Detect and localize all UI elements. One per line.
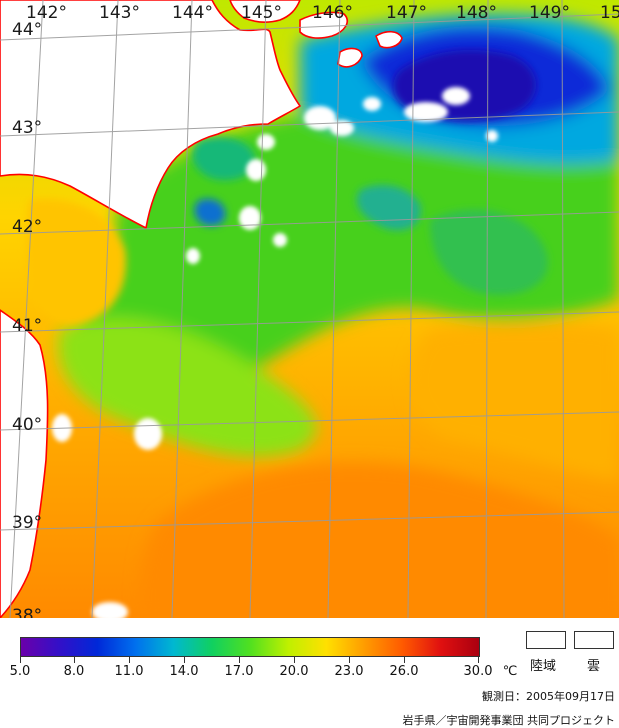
parallel-41	[0, 311, 619, 333]
legend-tick-mark	[294, 657, 295, 663]
parallel-43	[0, 111, 619, 137]
meridian-149	[561, 0, 565, 618]
latitude-label: 44°	[12, 20, 43, 40]
legend-tick-mark	[20, 657, 21, 663]
parallel-40	[0, 411, 619, 431]
cool-zone-lime	[58, 317, 317, 457]
longitude-label: 144°	[172, 3, 213, 23]
longitude-label: 142°	[26, 3, 67, 23]
cloud	[273, 233, 287, 247]
legend-tick-mark	[129, 657, 130, 663]
latitude-label: 42°	[12, 217, 43, 237]
cloud	[246, 159, 266, 181]
land-key-label: 陸域	[530, 659, 557, 674]
latitude-label: 43°	[12, 118, 43, 138]
legend-tick-label: 26.0	[389, 664, 419, 679]
sst-map	[0, 0, 619, 618]
cloud	[239, 206, 261, 230]
latitude-label: 41°	[12, 316, 43, 336]
warm-pool	[140, 462, 619, 618]
cloud-key-label: 雲	[587, 659, 601, 674]
legend-tick-label: 20.0	[279, 664, 309, 679]
legend-tick-mark	[404, 657, 405, 663]
legend-tick-mark	[478, 657, 479, 663]
legend-tick-label: 23.0	[334, 664, 364, 679]
meridian-143	[91, 0, 119, 618]
latitude-label: 39°	[12, 513, 43, 533]
longitude-label: 148°	[456, 3, 497, 23]
meridian-148	[485, 0, 489, 618]
longitude-label: 145°	[241, 3, 282, 23]
legend-tick-label: 8.0	[63, 664, 85, 679]
meridian-144	[171, 0, 193, 618]
cloud	[442, 87, 470, 105]
longitude-label: 143°	[99, 3, 140, 23]
kuril-island-2	[299, 11, 348, 39]
cloud	[363, 97, 381, 111]
cloud-key-swatch	[574, 631, 614, 649]
cloud	[330, 120, 354, 136]
kuril-island-3	[337, 47, 363, 68]
parallel-42	[0, 211, 619, 235]
longitude-label: 15	[600, 3, 619, 23]
cloud	[404, 102, 448, 122]
observation-date: 観測日：2005年09月17日	[482, 690, 615, 703]
parallel-44	[0, 13, 619, 41]
longitude-label: 147°	[386, 3, 427, 23]
meridian-145	[249, 0, 267, 618]
kuril-island-4	[375, 30, 403, 49]
parallel-39	[0, 511, 619, 531]
graticule	[0, 0, 619, 618]
eddy-3	[194, 198, 226, 226]
warm-east	[409, 322, 619, 480]
cloud	[186, 248, 200, 264]
eddy-2	[192, 136, 256, 181]
legend-tick-mark	[349, 657, 350, 663]
legend-tick-label: 17.0	[224, 664, 254, 679]
eddy-1	[356, 185, 421, 231]
cloud	[92, 602, 128, 618]
eddy-4	[430, 209, 548, 295]
legend-tick-label: 14.0	[169, 664, 199, 679]
legend-tick-label: 30.0	[463, 664, 493, 679]
latitude-label: 40°	[12, 415, 43, 435]
kuril-island-1	[229, 0, 301, 23]
longitude-label: 146°	[312, 3, 353, 23]
credit-text: 岩手県／宇宙開発事業団 共同プロジェクト	[402, 714, 616, 727]
cloud	[486, 130, 498, 142]
meridian-142	[9, 0, 44, 618]
legend-tick-label: 11.0	[114, 664, 144, 679]
meridian-146	[327, 0, 341, 618]
meridian-147	[407, 0, 415, 618]
legend-tick-label: 5.0	[9, 664, 31, 679]
temperature-color-bar	[20, 637, 480, 657]
cloud	[257, 134, 275, 150]
legend-unit: ℃	[502, 664, 518, 679]
land-key-swatch	[526, 631, 566, 649]
legend-tick-mark	[239, 657, 240, 663]
cloud	[134, 418, 162, 450]
legend-tick-mark	[74, 657, 75, 663]
latitude-label: 38°	[12, 608, 43, 618]
legend-tick-mark	[184, 657, 185, 663]
land	[0, 0, 403, 618]
honshu-land	[0, 309, 49, 618]
longitude-label: 149°	[529, 3, 570, 23]
